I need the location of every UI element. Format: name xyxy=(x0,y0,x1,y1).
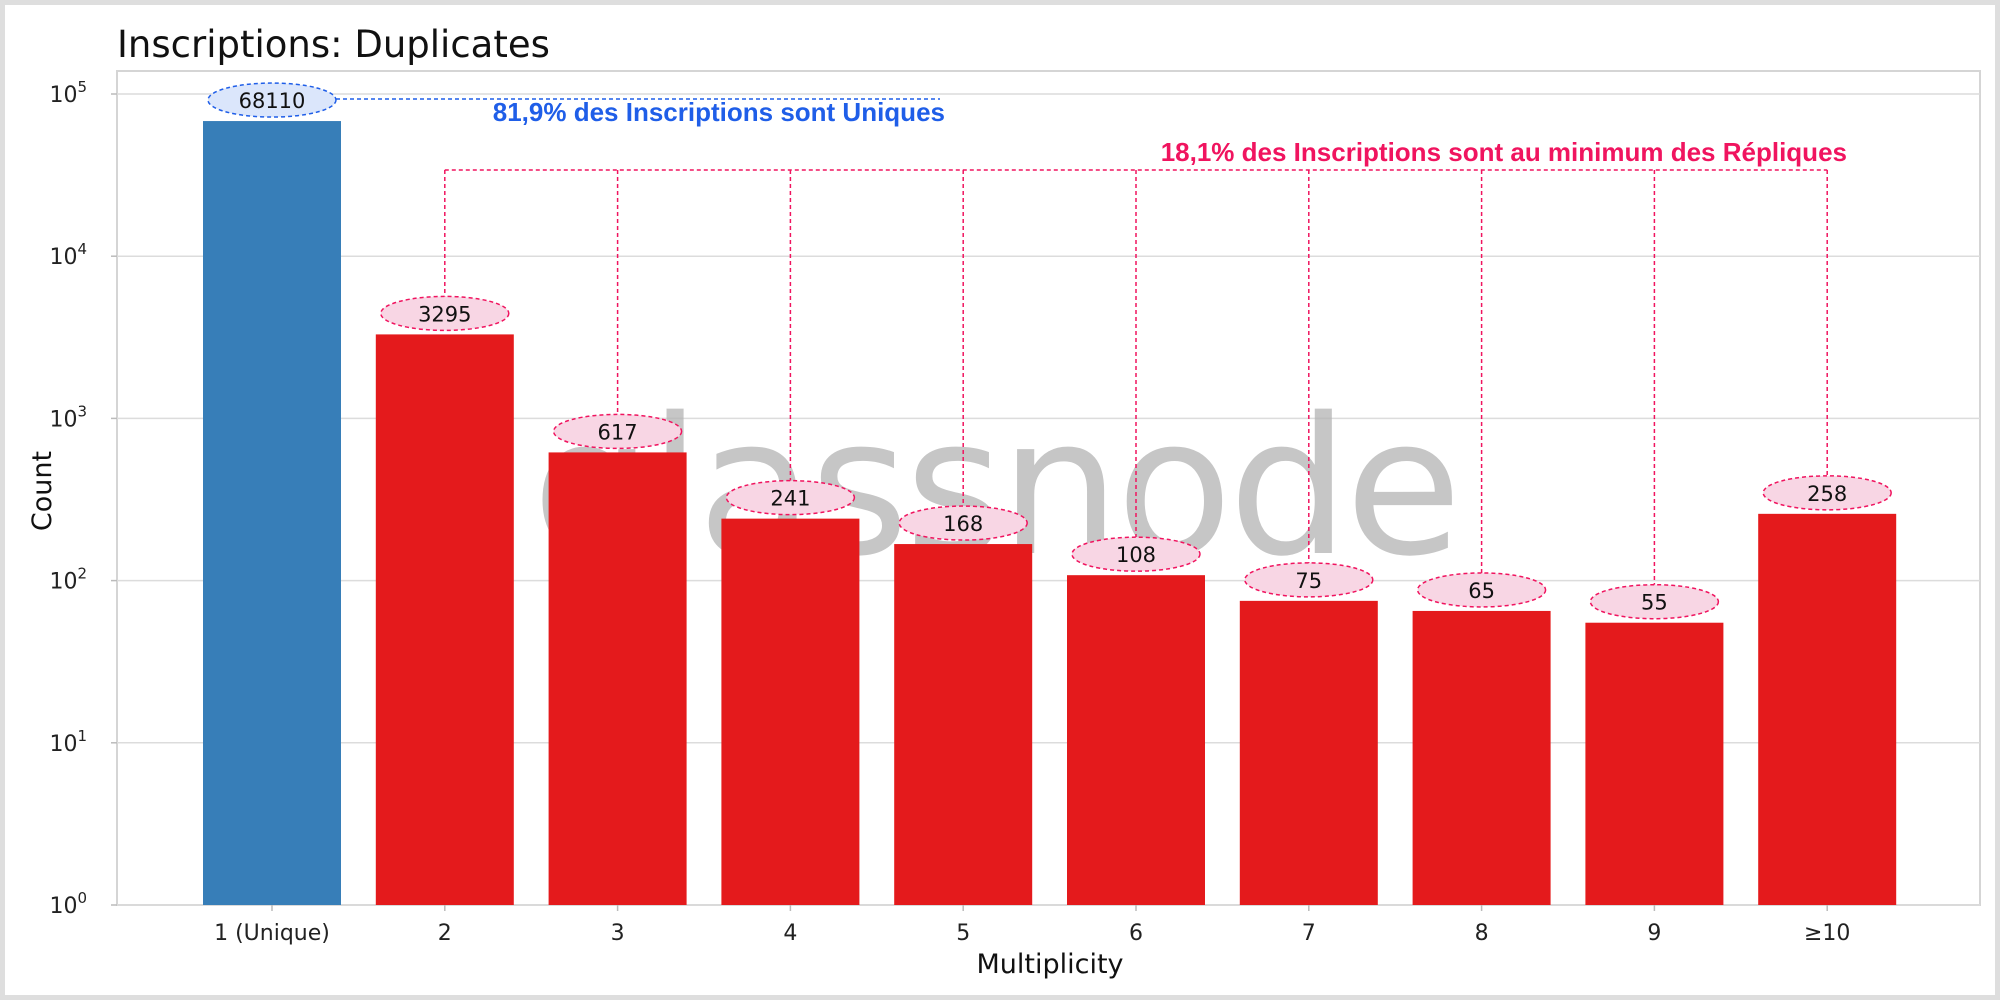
unique-annotation: 81,9% des Inscriptions sont Uniques xyxy=(493,97,945,127)
data-label: 3295 xyxy=(418,302,471,326)
x-tick-label: 5 xyxy=(956,921,970,946)
annotations-layer: 68110 3295 617 241 168 108 75 65 55 258 81,9% des … xyxy=(207,82,1892,620)
data-label-bubble xyxy=(725,479,856,516)
data-label: 241 xyxy=(770,487,810,511)
data-label: 55 xyxy=(1641,591,1668,615)
y-tick-label: 103 xyxy=(49,402,87,432)
bar-unique xyxy=(203,121,341,905)
bar-duplicate xyxy=(1067,575,1205,905)
y-tick-label: 105 xyxy=(49,78,87,108)
data-label: 68110 xyxy=(239,89,306,113)
data-label: 75 xyxy=(1295,569,1322,593)
bar-duplicate xyxy=(1758,513,1897,905)
bar-duplicate xyxy=(1585,622,1724,905)
x-tick-label: 9 xyxy=(1647,921,1661,946)
data-label: 65 xyxy=(1468,579,1495,603)
x-tick-label: 6 xyxy=(1129,921,1143,946)
bars-layer xyxy=(203,121,1897,906)
data-label-bubble xyxy=(207,82,337,118)
bar-duplicate xyxy=(894,544,1033,905)
y-tick-label: 101 xyxy=(49,727,87,757)
y-tick-label: 104 xyxy=(49,240,87,270)
bar-duplicate xyxy=(721,518,860,905)
data-label-bubble xyxy=(1589,583,1720,620)
data-label-bubble xyxy=(898,505,1028,541)
x-axis-label: Multiplicity xyxy=(976,949,1123,980)
data-label: 258 xyxy=(1807,482,1847,506)
y-axis-label: Count xyxy=(27,451,58,531)
data-label: 108 xyxy=(1116,543,1156,567)
axes-layer: 100 101 102 103 104 105 1 (Unique) 2 3 4 5 6 7 8 9 ≥10 xyxy=(49,78,1850,946)
chart-title: Inscriptions: Duplicates xyxy=(117,23,550,66)
x-tick-label: 1 (Unique) xyxy=(214,921,330,946)
data-label: 168 xyxy=(943,512,983,536)
duplicates-annotation: 18,1% des Inscriptions sont au minimum d… xyxy=(1161,137,1847,167)
y-tick-label: 102 xyxy=(49,565,87,595)
data-label-bubble xyxy=(1244,562,1374,598)
bar-duplicate xyxy=(375,334,514,906)
data-label-bubble xyxy=(1762,475,1892,511)
bar-duplicate xyxy=(548,452,687,905)
bar-duplicate xyxy=(1412,610,1551,905)
y-tick-label: 100 xyxy=(49,889,87,919)
data-label-bubble xyxy=(380,295,510,332)
x-tick-label: 4 xyxy=(783,921,797,946)
x-tick-label: 8 xyxy=(1475,921,1489,946)
x-tick-label: ≥10 xyxy=(1804,921,1850,946)
x-tick-label: 3 xyxy=(611,921,625,946)
x-tick-label: 7 xyxy=(1302,921,1316,946)
data-label-bubble xyxy=(1071,536,1201,572)
data-label: 617 xyxy=(598,420,638,444)
data-label-bubble xyxy=(1416,572,1547,608)
bar-duplicate xyxy=(1239,600,1378,905)
data-label-bubble xyxy=(552,413,683,450)
x-tick-label: 2 xyxy=(438,921,452,946)
